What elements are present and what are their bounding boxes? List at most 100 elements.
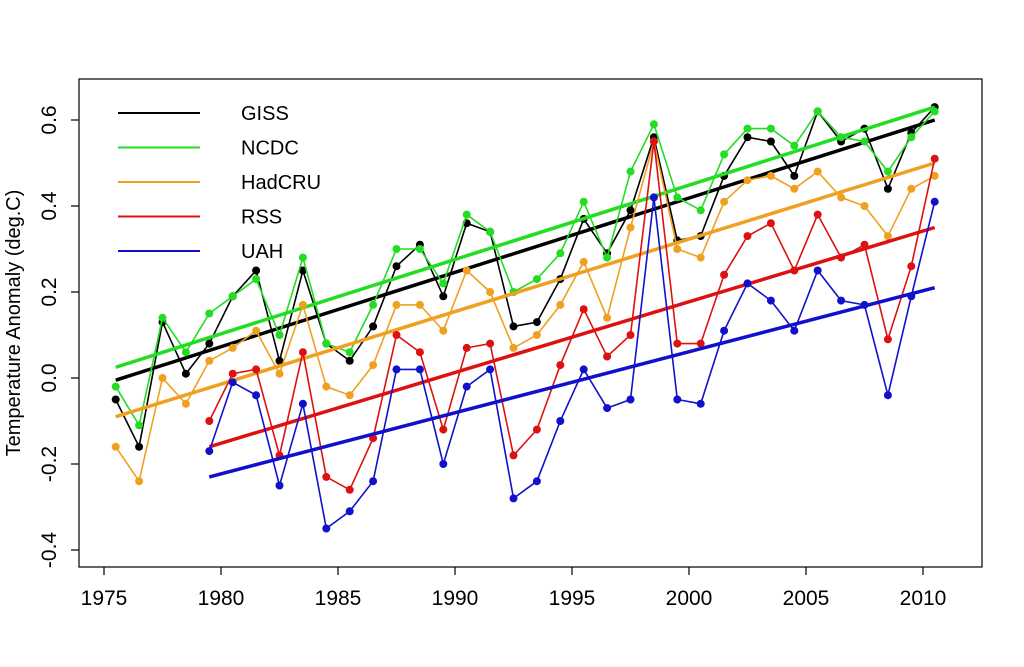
x-tick-label: 1990 — [432, 587, 479, 610]
data-point-hadcru — [720, 197, 729, 206]
data-point-rss — [205, 417, 214, 425]
data-point-ncdc — [439, 279, 448, 288]
data-point-hadcru — [907, 184, 916, 193]
data-point-ncdc — [696, 206, 705, 215]
y-tick-label: -0.4 — [38, 532, 61, 569]
data-point-rss — [696, 339, 705, 348]
data-point-hadcru — [743, 176, 752, 185]
data-point-ncdc — [860, 137, 869, 146]
data-point-uah — [345, 507, 354, 516]
data-point-uah — [813, 266, 822, 275]
data-point-giss — [298, 266, 307, 275]
data-point-ncdc — [135, 421, 144, 430]
legend: GISS NCDC HadCRU RSS UAH — [118, 103, 321, 263]
data-point-ncdc — [813, 107, 822, 116]
series-hadcru — [111, 137, 939, 486]
y-tick-label: 0.4 — [38, 191, 61, 221]
data-point-ncdc — [322, 339, 331, 348]
data-point-hadcru — [275, 369, 284, 378]
data-point-rss — [532, 425, 541, 434]
data-line-giss — [114, 106, 936, 450]
data-line-uah — [208, 197, 936, 530]
data-point-rss — [603, 352, 612, 361]
y-tick-label: 0.0 — [38, 363, 61, 392]
data-point-ncdc — [205, 309, 214, 318]
data-point-ncdc — [883, 167, 892, 176]
data-point-hadcru — [930, 171, 939, 180]
data-point-uah — [930, 197, 939, 206]
data-point-giss — [205, 339, 214, 348]
data-point-hadcru — [860, 202, 869, 210]
data-point-hadcru — [322, 382, 331, 391]
data-point-rss — [743, 232, 752, 241]
data-point-hadcru — [252, 326, 261, 335]
data-point-uah — [532, 477, 541, 486]
data-point-uah — [205, 447, 214, 456]
data-point-giss — [111, 395, 120, 404]
data-point-ncdc — [228, 292, 237, 301]
data-point-giss — [135, 442, 144, 451]
data-point-giss — [392, 262, 401, 271]
data-point-uah — [486, 365, 495, 374]
data-point-giss — [626, 206, 635, 215]
y-axis-title: Temperature Anomaly (deg.C) — [3, 190, 25, 457]
data-point-hadcru — [579, 257, 588, 266]
trend-line-ncdc — [115, 105, 936, 369]
data-point-uah — [720, 326, 729, 335]
data-point-ncdc — [462, 210, 471, 219]
x-tick-label: 1980 — [198, 587, 245, 610]
series-giss — [111, 103, 939, 451]
data-point-rss — [345, 485, 354, 494]
data-point-rss — [415, 348, 424, 357]
data-point-ncdc — [649, 120, 658, 129]
data-point-ncdc — [743, 124, 752, 133]
data-point-rss — [439, 425, 448, 434]
data-point-ncdc — [603, 253, 612, 262]
y-axis: -0.4 -0.2 0.0 0.2 0.4 0.6 — [38, 105, 79, 568]
y-tick-label: 0.2 — [38, 277, 61, 306]
data-point-ncdc — [673, 193, 682, 202]
x-tick-label: 1995 — [549, 587, 596, 610]
data-point-ncdc — [486, 227, 495, 236]
x-axis: 1975 1980 1985 1990 1995 2000 2005 2010 — [81, 567, 947, 610]
data-point-rss — [860, 240, 869, 249]
data-point-uah — [509, 494, 518, 503]
legend-label-ncdc: NCDC — [241, 138, 299, 160]
data-point-hadcru — [205, 356, 214, 365]
series-ncdc — [111, 105, 939, 430]
data-point-rss — [766, 219, 775, 228]
series-layer — [111, 103, 939, 533]
data-point-uah — [743, 279, 752, 288]
data-point-uah — [766, 296, 775, 305]
data-point-ncdc — [111, 382, 120, 391]
data-point-uah — [603, 404, 612, 413]
data-point-hadcru — [298, 300, 307, 309]
series-rss — [205, 137, 939, 494]
data-point-rss — [322, 472, 331, 481]
data-point-ncdc — [252, 275, 261, 284]
data-point-giss — [883, 184, 892, 193]
data-point-hadcru — [883, 232, 892, 241]
data-point-giss — [345, 356, 354, 365]
data-point-hadcru — [111, 442, 120, 451]
x-tick-label: 2010 — [900, 587, 947, 610]
data-point-hadcru — [837, 193, 846, 202]
legend-label-giss: GISS — [241, 103, 289, 125]
data-point-uah — [228, 378, 237, 387]
data-point-hadcru — [345, 391, 354, 400]
data-point-ncdc — [369, 300, 378, 309]
data-point-hadcru — [415, 300, 424, 309]
data-point-uah — [579, 365, 588, 374]
data-line-ncdc — [115, 110, 936, 428]
data-point-uah — [837, 296, 846, 305]
data-point-uah — [462, 382, 471, 391]
data-point-uah — [673, 395, 682, 404]
data-point-rss — [813, 210, 822, 219]
data-point-rss — [673, 339, 682, 348]
data-point-ncdc — [158, 313, 167, 322]
data-point-rss — [883, 335, 892, 344]
data-point-hadcru — [556, 300, 565, 309]
data-point-uah — [649, 193, 658, 202]
data-point-rss — [509, 451, 518, 460]
